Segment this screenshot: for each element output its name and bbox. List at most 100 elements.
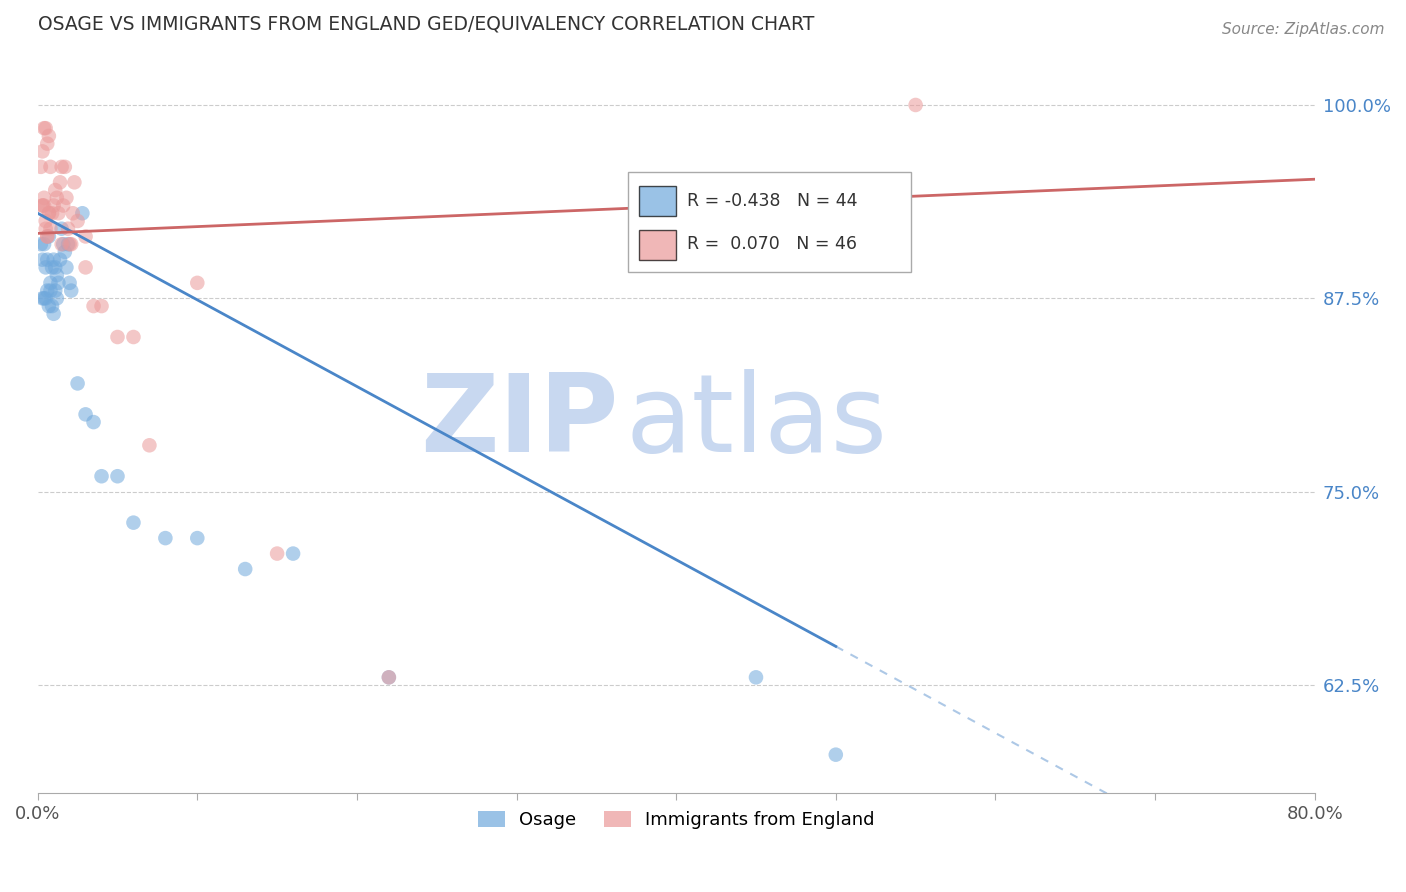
Point bbox=[122, 330, 145, 344]
Point bbox=[55, 191, 77, 205]
Point bbox=[34, 291, 56, 305]
Point bbox=[66, 376, 89, 391]
Point bbox=[34, 221, 56, 235]
Point bbox=[66, 214, 89, 228]
Point bbox=[49, 252, 72, 267]
Point bbox=[378, 670, 401, 684]
Point bbox=[42, 252, 65, 267]
Point bbox=[31, 252, 53, 267]
Point bbox=[233, 562, 256, 576]
Point bbox=[90, 299, 112, 313]
Point bbox=[44, 183, 66, 197]
Point bbox=[42, 307, 65, 321]
Point bbox=[41, 299, 63, 313]
Point bbox=[30, 237, 52, 252]
Point bbox=[60, 284, 83, 298]
Point bbox=[83, 299, 105, 313]
Point bbox=[41, 260, 63, 275]
Point bbox=[31, 198, 53, 212]
Point bbox=[31, 145, 53, 159]
Text: OSAGE VS IMMIGRANTS FROM ENGLAND GED/EQUIVALENCY CORRELATION CHART: OSAGE VS IMMIGRANTS FROM ENGLAND GED/EQU… bbox=[38, 15, 814, 34]
Point bbox=[34, 121, 56, 136]
Text: R = -0.438   N = 44: R = -0.438 N = 44 bbox=[688, 192, 858, 210]
Point bbox=[53, 244, 76, 259]
Text: atlas: atlas bbox=[626, 369, 887, 475]
Point bbox=[45, 291, 67, 305]
Point bbox=[38, 299, 60, 313]
Point bbox=[39, 160, 62, 174]
Point bbox=[42, 198, 65, 212]
Point bbox=[37, 252, 59, 267]
Point bbox=[31, 291, 53, 305]
Point bbox=[31, 198, 53, 212]
Point bbox=[75, 408, 97, 422]
Point bbox=[37, 229, 59, 244]
FancyBboxPatch shape bbox=[640, 230, 676, 260]
Point bbox=[155, 531, 177, 545]
Point bbox=[38, 206, 60, 220]
Point bbox=[63, 175, 86, 189]
Point bbox=[49, 175, 72, 189]
Point bbox=[51, 237, 73, 252]
Point bbox=[378, 670, 401, 684]
Point bbox=[51, 221, 73, 235]
Point bbox=[32, 121, 55, 136]
Text: R =  0.070   N = 46: R = 0.070 N = 46 bbox=[688, 235, 858, 253]
Point bbox=[39, 276, 62, 290]
Point bbox=[122, 516, 145, 530]
Point bbox=[32, 237, 55, 252]
Point bbox=[48, 276, 70, 290]
Point bbox=[48, 206, 70, 220]
Point bbox=[52, 237, 75, 252]
Point bbox=[37, 229, 59, 244]
Point bbox=[745, 670, 768, 684]
Point bbox=[37, 136, 59, 151]
Point bbox=[138, 438, 160, 452]
Point bbox=[904, 98, 927, 112]
Point bbox=[281, 547, 304, 561]
Point bbox=[72, 206, 94, 220]
Point bbox=[107, 330, 129, 344]
Text: ZIP: ZIP bbox=[420, 369, 619, 475]
Point bbox=[38, 229, 60, 244]
Point bbox=[75, 229, 97, 244]
Point bbox=[32, 198, 55, 212]
Point bbox=[30, 160, 52, 174]
Point bbox=[266, 547, 288, 561]
Point bbox=[56, 237, 79, 252]
Point bbox=[53, 160, 76, 174]
Text: Source: ZipAtlas.com: Source: ZipAtlas.com bbox=[1222, 22, 1385, 37]
Point bbox=[41, 206, 63, 220]
Legend: Osage, Immigrants from England: Osage, Immigrants from England bbox=[471, 804, 882, 837]
FancyBboxPatch shape bbox=[640, 186, 676, 216]
Point bbox=[39, 284, 62, 298]
Point bbox=[60, 237, 83, 252]
Point bbox=[59, 237, 82, 252]
Point bbox=[45, 191, 67, 205]
Point bbox=[52, 198, 75, 212]
Point bbox=[83, 415, 105, 429]
Point bbox=[45, 268, 67, 282]
Point bbox=[34, 214, 56, 228]
Point bbox=[32, 291, 55, 305]
Point bbox=[59, 276, 82, 290]
Point bbox=[39, 221, 62, 235]
FancyBboxPatch shape bbox=[628, 172, 911, 272]
Point bbox=[90, 469, 112, 483]
Point bbox=[32, 191, 55, 205]
Point bbox=[186, 531, 208, 545]
Point bbox=[107, 469, 129, 483]
Point bbox=[51, 160, 73, 174]
Point bbox=[75, 260, 97, 275]
Point bbox=[37, 284, 59, 298]
Point bbox=[56, 221, 79, 235]
Point bbox=[55, 260, 77, 275]
Point bbox=[38, 206, 60, 220]
Point bbox=[186, 276, 208, 290]
Point bbox=[44, 284, 66, 298]
Point bbox=[62, 206, 84, 220]
Point bbox=[824, 747, 846, 762]
Point bbox=[34, 260, 56, 275]
Point bbox=[38, 128, 60, 143]
Point bbox=[44, 260, 66, 275]
